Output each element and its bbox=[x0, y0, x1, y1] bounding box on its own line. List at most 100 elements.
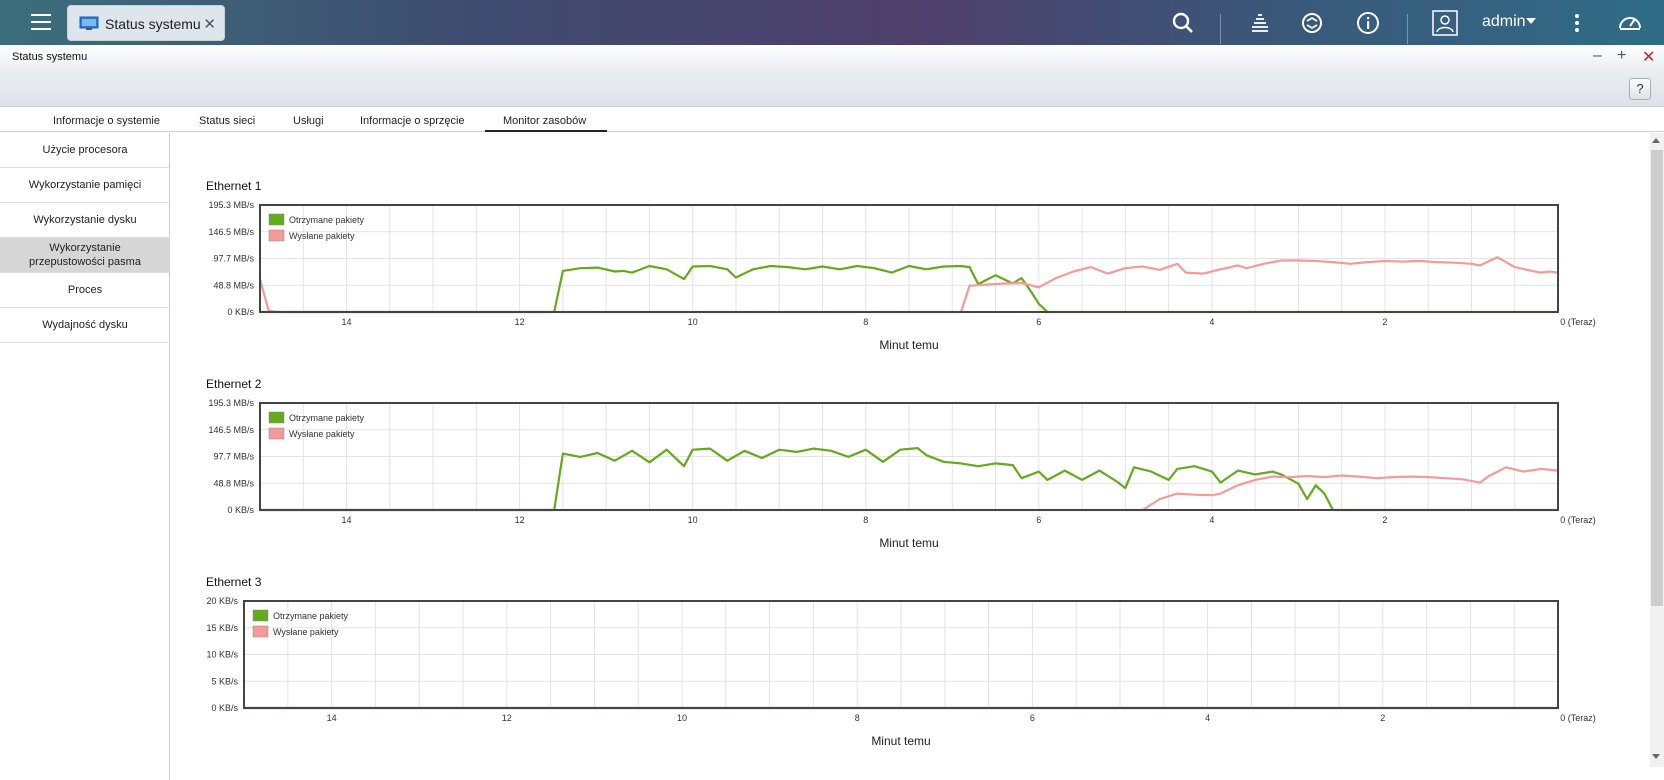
chart-title-ethernet-1: Ethernet 1 bbox=[206, 179, 262, 193]
x-tick-label: 10 bbox=[688, 317, 698, 327]
y-tick-label: 20 KB/s bbox=[206, 596, 238, 606]
x-tick-label: 6 bbox=[1036, 515, 1041, 525]
x-tick-label: 2 bbox=[1380, 713, 1385, 723]
x-tick-label: 12 bbox=[515, 515, 525, 525]
legend-label: Otrzymane pakiety bbox=[273, 611, 349, 621]
close-icon[interactable]: ✕ bbox=[203, 16, 216, 33]
chart-title-ethernet-3: Ethernet 3 bbox=[206, 575, 262, 589]
x-tick-label: 14 bbox=[342, 515, 352, 525]
series-line-sent bbox=[260, 466, 1559, 512]
sync-icon[interactable] bbox=[1299, 10, 1325, 36]
plot-border bbox=[259, 402, 1559, 511]
sidebar-item-cpu[interactable]: Użycie procesora bbox=[0, 133, 170, 168]
legend-swatch bbox=[268, 427, 285, 440]
plot-border bbox=[259, 204, 1559, 313]
y-tick-label: 146.5 MB/s bbox=[208, 227, 254, 237]
legend-label: Otrzymane pakiety bbox=[289, 215, 365, 225]
info-icon[interactable] bbox=[1355, 10, 1381, 36]
x-tick-label: 12 bbox=[515, 317, 525, 327]
series-line-sent bbox=[258, 256, 1559, 314]
x-tick-label: 10 bbox=[688, 515, 698, 525]
stack-icon[interactable] bbox=[1247, 10, 1273, 36]
y-tick-label: 0 KB/s bbox=[227, 505, 254, 515]
sidebar-item-label: Wykorzystanie przepustowości pasma bbox=[29, 242, 141, 268]
x-tick-label: 6 bbox=[1036, 317, 1041, 327]
x-tick-label: 4 bbox=[1205, 713, 1210, 723]
search-icon[interactable] bbox=[1170, 10, 1196, 36]
hamburger-menu-icon[interactable] bbox=[22, 8, 58, 36]
x-tick-label: 4 bbox=[1209, 515, 1214, 525]
user-menu[interactable]: admin bbox=[1482, 13, 1526, 30]
y-tick-label: 15 KB/s bbox=[206, 623, 238, 633]
y-tick-label: 0 KB/s bbox=[211, 703, 238, 713]
bandwidth-chart-ethernet-2: 195.3 MB/s 146.5 MB/s 97.7 MB/s 48.8 MB/s 0 … bbox=[208, 398, 1595, 550]
app-tab-status-systemu[interactable]: Status systemu ✕ bbox=[67, 5, 225, 41]
x-axis-title: Minut temu bbox=[879, 536, 938, 550]
y-tick-label: 48.8 MB/s bbox=[213, 478, 254, 488]
x-axis-title: Minut temu bbox=[879, 338, 938, 352]
close-window-button[interactable]: ✕ bbox=[1642, 49, 1656, 66]
user-icon[interactable] bbox=[1432, 10, 1458, 36]
tab-bar: Informacje o systemie Status sieci Usług… bbox=[0, 108, 1664, 132]
scroll-up-icon[interactable] bbox=[1652, 138, 1660, 143]
legend-swatch bbox=[252, 625, 269, 638]
legend-swatch bbox=[252, 609, 269, 622]
toolbar-separator bbox=[1220, 14, 1221, 44]
legend-label: Wysłane pakiety bbox=[273, 627, 339, 637]
y-tick-label: 10 KB/s bbox=[206, 650, 238, 660]
chart-title-ethernet-2: Ethernet 2 bbox=[206, 377, 262, 391]
more-vertical-icon[interactable] bbox=[1564, 10, 1590, 36]
speedometer-icon[interactable] bbox=[1617, 10, 1643, 36]
sidebar-item-memory[interactable]: Wykorzystanie pamięci bbox=[0, 168, 170, 203]
sidebar-item-label: Użycie procesora bbox=[42, 144, 128, 156]
legend-label: Wysłane pakiety bbox=[289, 429, 355, 439]
y-tick-label: 0 KB/s bbox=[227, 307, 254, 317]
tab-informacje-o-systemie[interactable]: Informacje o systemie bbox=[53, 115, 160, 127]
sidebar-item-disk-performance[interactable]: Wydajność dysku bbox=[0, 308, 170, 343]
tab-status-sieci[interactable]: Status sieci bbox=[199, 115, 256, 127]
window-title-bar: Status systemu – + ✕ ? bbox=[0, 45, 1664, 107]
legend-label: Otrzymane pakiety bbox=[289, 413, 365, 423]
sidebar-item-process[interactable]: Proces bbox=[0, 273, 170, 308]
x-tick-label: 8 bbox=[863, 515, 868, 525]
sidebar: Użycie procesora Wykorzystanie pamięci W… bbox=[0, 133, 170, 780]
legend-swatch bbox=[268, 213, 285, 226]
chevron-down-icon[interactable] bbox=[1526, 18, 1536, 24]
x-tick-label: 10 bbox=[677, 713, 687, 723]
toolbar-separator bbox=[1407, 14, 1408, 44]
top-bar: Status systemu ✕ admin bbox=[0, 0, 1664, 45]
maximize-button[interactable]: + bbox=[1617, 47, 1627, 64]
scrollbar-thumb[interactable] bbox=[1651, 150, 1663, 606]
app-tab-label: Status systemu bbox=[105, 16, 201, 32]
x-axis-title: Minut temu bbox=[871, 734, 930, 748]
series-line-received bbox=[260, 446, 1558, 512]
sidebar-item-label: Wydajność dysku bbox=[42, 319, 128, 331]
x-tick-label: 0 (Teraz) bbox=[1560, 713, 1596, 723]
sidebar-item-bandwidth[interactable]: Wykorzystanie przepustowości pasma bbox=[0, 238, 170, 273]
legend-label: Wysłane pakiety bbox=[289, 231, 355, 241]
bandwidth-chart-ethernet-1: 195.3 MB/s 146.5 MB/s 97.7 MB/s 48.8 MB/s 0 … bbox=[208, 200, 1595, 352]
x-tick-label: 4 bbox=[1209, 317, 1214, 327]
sidebar-item-label: Wykorzystanie pamięci bbox=[28, 179, 142, 191]
tab-monitor-zasobow[interactable]: Monitor zasobów bbox=[503, 115, 587, 127]
legend-swatch bbox=[268, 411, 285, 424]
scroll-down-icon[interactable] bbox=[1652, 754, 1660, 759]
y-tick-label: 146.5 MB/s bbox=[208, 425, 254, 435]
tab-uslugi[interactable]: Usługi bbox=[293, 115, 324, 127]
minimize-button[interactable]: – bbox=[1593, 47, 1602, 64]
monitor-icon bbox=[79, 16, 99, 30]
y-tick-label: 97.7 MB/s bbox=[213, 452, 254, 462]
x-tick-label: 0 (Teraz) bbox=[1560, 515, 1596, 525]
sidebar-item-label: Proces bbox=[67, 284, 103, 296]
y-tick-label: 195.3 MB/s bbox=[208, 398, 254, 408]
window-title: Status systemu bbox=[12, 51, 88, 63]
sidebar-item-disk[interactable]: Wykorzystanie dysku bbox=[0, 203, 170, 238]
active-tab-indicator bbox=[485, 130, 607, 132]
plot-border bbox=[243, 600, 1559, 709]
x-tick-label: 14 bbox=[342, 317, 352, 327]
series-line-received bbox=[260, 264, 1558, 314]
x-tick-label: 8 bbox=[863, 317, 868, 327]
help-button[interactable]: ? bbox=[1629, 78, 1651, 100]
x-tick-label: 6 bbox=[1030, 713, 1035, 723]
tab-informacje-o-sprzecie[interactable]: Informacje o sprzęcie bbox=[360, 115, 465, 127]
